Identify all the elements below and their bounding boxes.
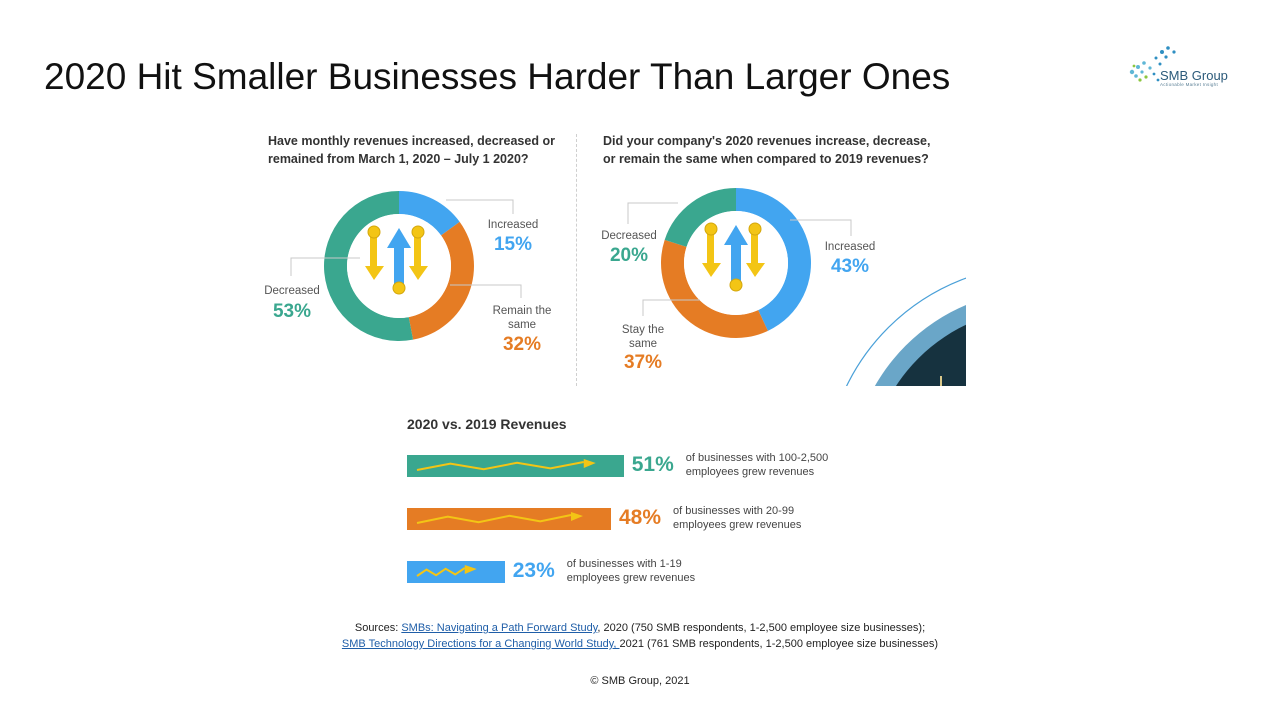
logo-tagline: Actionable Market Insight <box>1160 82 1219 87</box>
chart2-question-line-2: or remain the same when compared to 2019… <box>603 152 929 166</box>
sources-line-2: SMB Technology Directions for a Changing… <box>0 636 1280 652</box>
revenue-comparison-title: 2020 vs. 2019 Revenues <box>407 416 567 432</box>
revenue-bar-value: 23% <box>512 559 555 582</box>
logo-name: SMB Group <box>1160 68 1228 83</box>
revenue-bar-value: 51% <box>631 453 674 476</box>
chart1-label-decreased: Decreased <box>264 285 320 297</box>
chart1-question-line-2: remained from March 1, 2020 – July 1 202… <box>268 152 529 166</box>
sources-line-1: Sources: SMBs: Navigating a Path Forward… <box>0 620 1280 636</box>
chart1-label-increased: Increased <box>487 219 539 231</box>
chart2-value-increased: 43% <box>830 256 870 277</box>
slide-title: 2020 Hit Smaller Businesses Harder Than … <box>44 56 951 97</box>
chart2-label-same: Stay the same <box>621 324 665 350</box>
revenue-bar-description-line: employees grew revenues <box>566 572 696 584</box>
chart2-question: Did your company's 2020 revenues increas… <box>603 132 930 168</box>
source-detail-2: 2021 (761 SMB respondents, 1-2,500 emplo… <box>619 638 939 650</box>
chart1-value-same: 32% <box>502 334 542 355</box>
chart1-question-line-1: Have monthly revenues increased, decreas… <box>268 134 555 148</box>
chart1-value-decreased: 53% <box>272 301 312 322</box>
chart1-slice-increased <box>399 191 460 236</box>
decorative-graphic <box>846 277 966 386</box>
chart1-label-same: Remain the same <box>492 305 552 331</box>
revenue-bar-20-99 <box>407 508 611 530</box>
revenue-bar-description-line: of businesses with 1-19 <box>566 558 682 570</box>
growth-arrow-icon <box>416 565 477 577</box>
chart2-slice-stay-the-same <box>661 239 768 338</box>
source-link-technology-directions-study[interactable]: SMB Technology Directions for a Changing… <box>341 638 620 650</box>
revenue-arrows-icon <box>702 222 765 292</box>
chart2-slice-decreased <box>664 188 736 247</box>
revenue-bar-description-line: of businesses with 100-2,500 <box>685 452 829 464</box>
revenue-bar-description-line: employees grew revenues <box>673 519 802 531</box>
revenue-bar-description: of businesses with 100-2,500 employees gr… <box>686 451 828 479</box>
chart1-value-increased: 15% <box>493 234 533 255</box>
chart2-label-decreased: Decreased <box>601 230 657 242</box>
sources-prefix: Sources: <box>354 622 402 634</box>
chart-divider <box>576 134 577 386</box>
chart1-slice-remain-the-same <box>408 221 474 340</box>
chart2-question-line-1: Did your company's 2020 revenues increas… <box>603 134 931 148</box>
sources-note: Sources: SMBs: Navigating a Path Forward… <box>0 620 1280 652</box>
revenue-bar-description-line: employees grew revenues <box>685 466 815 478</box>
chart2-slice-increased <box>736 188 811 331</box>
chart2-value-same: 37% <box>623 352 663 373</box>
chart2-value-decreased: 20% <box>609 245 649 266</box>
chart1-slice-decreased <box>324 191 414 341</box>
chart2-label-increased: Increased <box>824 241 876 253</box>
growth-arrow-icon <box>416 512 583 524</box>
revenue-bar-100-2,500 <box>407 455 624 477</box>
growth-arrow-icon <box>416 459 596 471</box>
source-detail-1: , 2020 (750 SMB respondents, 1-2,500 emp… <box>597 622 926 634</box>
donut-chart-1 <box>324 191 474 341</box>
smb-group-logo <box>1129 46 1176 82</box>
donut-chart-2 <box>661 188 811 338</box>
revenue-bar-description: of businesses with 1-19 employees grew re… <box>567 557 695 585</box>
revenue-bar-description-line: of businesses with 20-99 <box>673 505 795 517</box>
copyright-notice: © SMB Group, 2021 <box>590 675 690 687</box>
revenue-bar-1-19 <box>407 561 505 583</box>
revenue-arrows-icon <box>365 225 428 295</box>
revenue-bar-description: of businesses with 20-99 employees grew r… <box>673 504 801 532</box>
revenue-bar-value: 48% <box>619 506 662 529</box>
source-link-navigating-study[interactable]: SMBs: Navigating a Path Forward Study <box>401 622 598 634</box>
chart1-question: Have monthly revenues increased, decreas… <box>268 132 555 168</box>
